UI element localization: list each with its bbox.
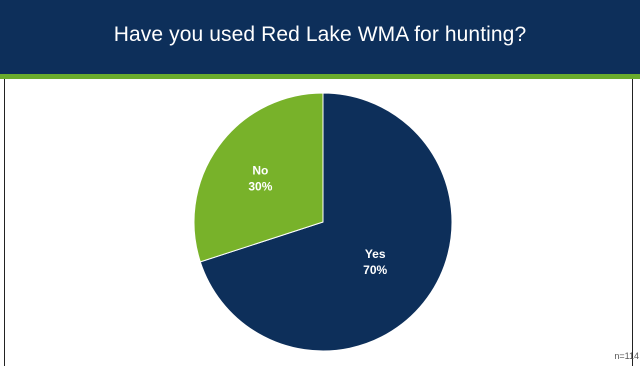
pie-slice-no	[193, 92, 324, 263]
chart-title: Have you used Red Lake WMA for hunting?	[113, 23, 527, 46]
title-bar: Have you used Red Lake WMA for hunting?	[0, 0, 640, 74]
sample-size-note: n=114	[614, 351, 639, 361]
slice-value-yes: 70%	[363, 263, 387, 277]
slice-label-no: No	[252, 164, 268, 178]
frame-left-border	[4, 79, 5, 366]
pie-slice-yes	[199, 92, 453, 352]
frame-right-border	[632, 79, 633, 366]
slice-value-no: 30%	[248, 180, 272, 194]
slice-label-yes: Yes	[365, 247, 386, 261]
accent-stripe	[0, 74, 640, 79]
